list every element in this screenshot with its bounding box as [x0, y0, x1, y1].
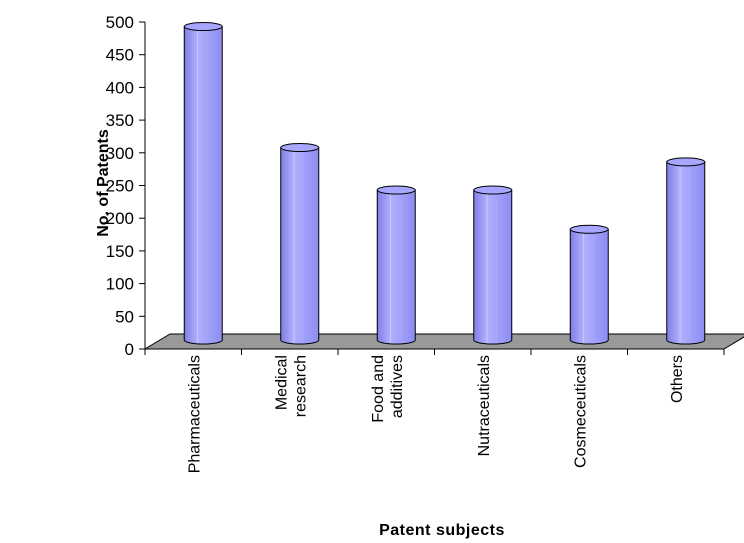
- chart-floor: [143, 333, 744, 350]
- bar: [569, 224, 609, 345]
- y-tick-label: 400: [106, 78, 134, 97]
- y-tick-label: 200: [106, 209, 134, 228]
- y-axis-title: No. of Patents: [95, 129, 112, 237]
- bar-body: [376, 189, 416, 345]
- bar-body: [666, 161, 706, 345]
- y-tick-label: 450: [106, 46, 134, 65]
- x-tick-label: Nutraceuticals: [476, 355, 493, 456]
- x-axis-title: Patent subjects: [379, 522, 505, 539]
- bar-top: [569, 224, 609, 234]
- bar-body: [280, 147, 320, 345]
- x-tick-label: research: [292, 355, 309, 417]
- x-tick-label: additives: [389, 355, 406, 418]
- x-tick-label: Cosmeceuticals: [572, 355, 589, 468]
- bar-top: [183, 22, 223, 32]
- x-tick-label: Food and: [370, 355, 387, 423]
- y-tick-label: 500: [106, 13, 134, 32]
- bar-body: [183, 26, 223, 345]
- bar: [183, 22, 223, 345]
- x-tick-label: Medical: [273, 355, 290, 410]
- y-tick-label: 100: [106, 275, 134, 294]
- bar: [473, 185, 513, 345]
- bar-top: [280, 143, 320, 153]
- x-tick-label: Pharmaceuticals: [186, 355, 203, 473]
- x-tick-label: Others: [669, 355, 686, 403]
- bar-body: [473, 189, 513, 345]
- y-tick-label: 0: [125, 340, 134, 359]
- bar: [666, 157, 706, 345]
- bar-top: [666, 157, 706, 167]
- bar-body: [569, 228, 609, 345]
- y-tick-label: 300: [106, 144, 134, 163]
- bar-top: [376, 185, 416, 195]
- y-tick-label: 50: [115, 307, 134, 326]
- bar-top: [473, 185, 513, 195]
- y-tick-label: 150: [106, 242, 134, 261]
- bar: [376, 185, 416, 345]
- y-tick-label: 250: [106, 177, 134, 196]
- y-tick-label: 350: [106, 111, 134, 130]
- bar: [280, 143, 320, 345]
